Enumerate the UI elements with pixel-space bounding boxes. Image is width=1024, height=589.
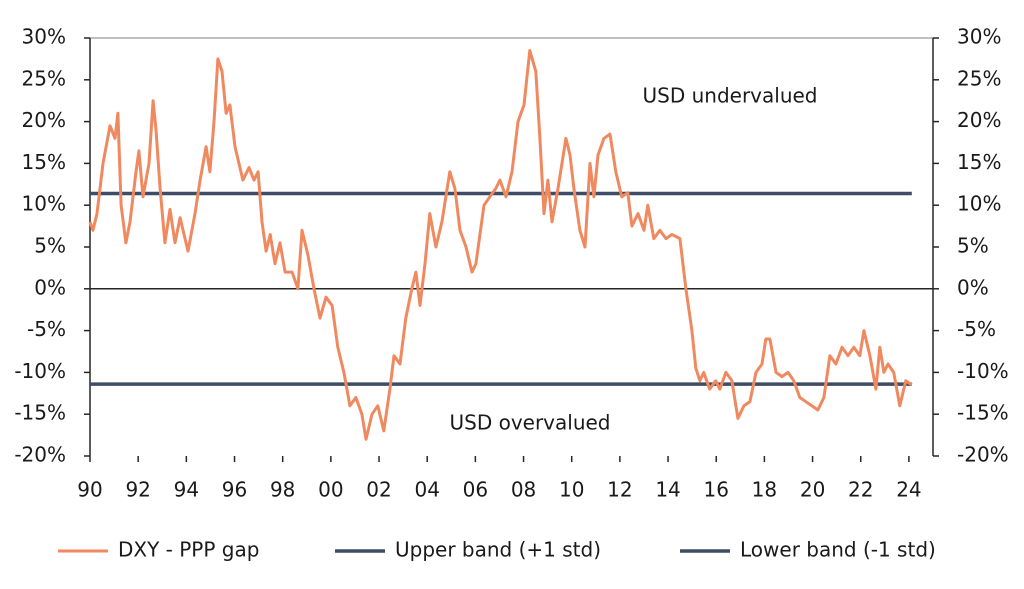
y-tick-label: 0% bbox=[34, 275, 66, 299]
y2-tick-label: 10% bbox=[957, 192, 1001, 216]
annotation: USD overvalued bbox=[449, 411, 610, 435]
legend-label: Upper band (+1 std) bbox=[395, 538, 601, 562]
y-tick-label: 25% bbox=[22, 66, 66, 90]
x-tick-label: 16 bbox=[704, 478, 729, 502]
x-tick-label: 92 bbox=[125, 478, 150, 502]
x-tick-label: 14 bbox=[655, 478, 680, 502]
x-tick-label: 90 bbox=[77, 478, 102, 502]
y2-tick-label: -15% bbox=[957, 401, 1009, 425]
y-tick-label: 20% bbox=[22, 108, 66, 132]
y2-tick-label: 0% bbox=[957, 275, 989, 299]
y-tick-label: -15% bbox=[14, 401, 66, 425]
y2-tick-label: -10% bbox=[957, 359, 1009, 383]
x-tick-label: 96 bbox=[222, 478, 247, 502]
x-tick-label: 18 bbox=[752, 478, 777, 502]
y2-tick-label: -20% bbox=[957, 443, 1009, 467]
y-tick-label: 5% bbox=[34, 234, 66, 258]
y-tick-label: 15% bbox=[22, 150, 66, 174]
x-tick-label: 20 bbox=[800, 478, 825, 502]
y-tick-label: -20% bbox=[14, 443, 66, 467]
legend-label: Lower band (-1 std) bbox=[740, 538, 936, 562]
annotation: USD undervalued bbox=[643, 84, 818, 108]
x-tick-label: 02 bbox=[366, 478, 391, 502]
x-tick-label: 94 bbox=[174, 478, 199, 502]
y2-tick-label: 5% bbox=[957, 234, 989, 258]
y-tick-label: 30% bbox=[22, 25, 66, 49]
x-tick-label: 10 bbox=[559, 478, 584, 502]
y-tick-label: -5% bbox=[27, 317, 66, 341]
x-tick-label: 12 bbox=[607, 478, 632, 502]
x-tick-label: 00 bbox=[318, 478, 343, 502]
x-tick-label: 22 bbox=[848, 478, 873, 502]
y-tick-label: -10% bbox=[14, 359, 66, 383]
x-tick-label: 06 bbox=[463, 478, 488, 502]
y2-tick-label: 20% bbox=[957, 108, 1001, 132]
x-tick-label: 08 bbox=[511, 478, 536, 502]
y2-tick-label: 30% bbox=[957, 25, 1001, 49]
x-tick-label: 24 bbox=[896, 478, 921, 502]
y2-tick-label: -5% bbox=[957, 317, 996, 341]
legend-label: DXY - PPP gap bbox=[118, 538, 259, 562]
y2-tick-label: 25% bbox=[957, 66, 1001, 90]
x-tick-label: 98 bbox=[270, 478, 295, 502]
y-tick-label: 10% bbox=[22, 192, 66, 216]
x-tick-label: 04 bbox=[414, 478, 439, 502]
y2-tick-label: 15% bbox=[957, 150, 1001, 174]
gap-line bbox=[88, 49, 913, 441]
